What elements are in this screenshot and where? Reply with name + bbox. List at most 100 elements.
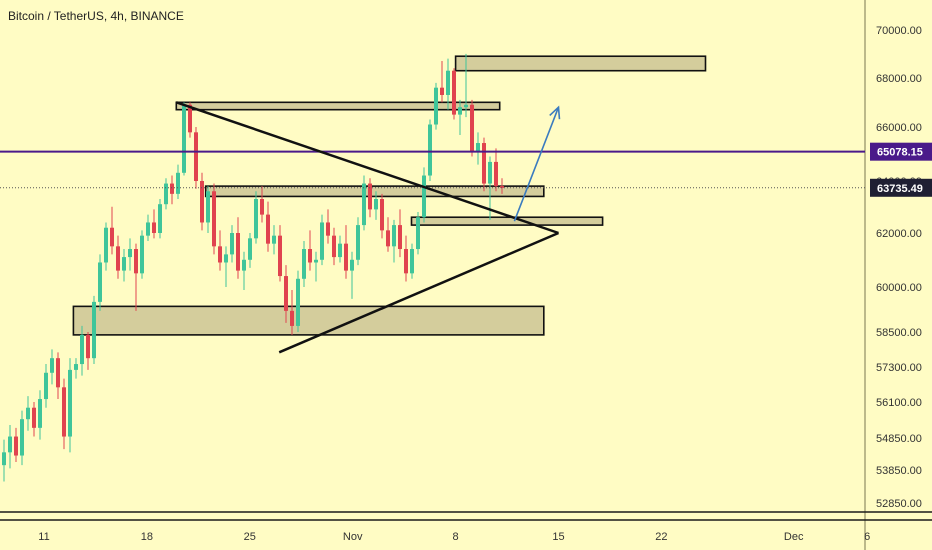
candle-body-6 bbox=[38, 399, 42, 428]
candle-body-21 bbox=[128, 249, 132, 258]
y-tick-label: 62000.00 bbox=[876, 228, 922, 240]
candle-body-16 bbox=[98, 262, 102, 302]
candle-body-47 bbox=[284, 276, 288, 311]
candle-body-63 bbox=[380, 199, 384, 231]
candle-body-3 bbox=[20, 419, 24, 456]
candle-body-48 bbox=[290, 310, 294, 326]
candle-body-70 bbox=[422, 175, 426, 218]
candle-body-27 bbox=[164, 183, 168, 205]
candle-body-19 bbox=[116, 246, 120, 271]
candle-body-54 bbox=[326, 222, 330, 236]
y-tick-label: 66000.00 bbox=[876, 122, 922, 134]
arrow-layer bbox=[513, 105, 561, 222]
candle-body-18 bbox=[110, 227, 114, 247]
horizontal-level-tag bbox=[870, 142, 932, 161]
y-tick-label: 53850.00 bbox=[876, 465, 922, 477]
y-tick-label: 70000.00 bbox=[876, 25, 922, 37]
candle-body-17 bbox=[104, 227, 108, 263]
y-tick-label: 52850.00 bbox=[876, 498, 922, 510]
candle-body-42 bbox=[254, 199, 258, 239]
candle-body-65 bbox=[392, 225, 396, 247]
candle-body-20 bbox=[122, 257, 126, 271]
candle-body-23 bbox=[140, 235, 144, 274]
chart-title: Bitcoin / TetherUS, 4h, BINANCE bbox=[8, 9, 184, 23]
candle-body-31 bbox=[188, 104, 192, 133]
candle-body-52 bbox=[314, 259, 318, 263]
candle-body-67 bbox=[404, 249, 408, 274]
candle-body-14 bbox=[86, 334, 90, 359]
candle-body-13 bbox=[80, 334, 84, 365]
candle-body-59 bbox=[356, 225, 360, 260]
candle-body-8 bbox=[50, 358, 54, 373]
zone-2[interactable] bbox=[204, 185, 545, 198]
candle-body-1 bbox=[8, 436, 12, 453]
candle-body-33 bbox=[200, 181, 204, 223]
candle-body-39 bbox=[236, 233, 240, 271]
candle-body-37 bbox=[224, 254, 228, 263]
zone-1[interactable] bbox=[175, 101, 501, 111]
candle-body-38 bbox=[230, 233, 234, 255]
trendline-0[interactable] bbox=[175, 101, 559, 235]
candle-body-73 bbox=[440, 87, 444, 95]
candle-body-25 bbox=[152, 222, 156, 233]
projection-arrow[interactable] bbox=[513, 106, 560, 222]
x-tick-label: 6 bbox=[864, 531, 870, 543]
candle-body-50 bbox=[302, 249, 306, 279]
zone-4[interactable] bbox=[72, 305, 545, 336]
y-tick-label: 68000.00 bbox=[876, 73, 922, 85]
candle-body-26 bbox=[158, 204, 162, 233]
candle-body-29 bbox=[176, 172, 180, 194]
candle-body-68 bbox=[410, 249, 414, 274]
candle-body-9 bbox=[56, 358, 60, 388]
candle-body-34 bbox=[206, 191, 210, 223]
candle-body-5 bbox=[32, 407, 36, 428]
last-price-tag-text: 63735.49 bbox=[877, 183, 923, 195]
candle-body-32 bbox=[194, 132, 198, 181]
candle-body-15 bbox=[92, 301, 96, 359]
x-tick-label: 15 bbox=[552, 531, 564, 543]
candle-body-24 bbox=[146, 222, 150, 236]
candle-body-44 bbox=[266, 214, 270, 244]
y-tick-label: 56100.00 bbox=[876, 397, 922, 409]
candle-body-55 bbox=[332, 235, 336, 258]
candle-body-7 bbox=[44, 372, 48, 400]
candle-body-4 bbox=[26, 407, 30, 420]
candle-body-35 bbox=[212, 191, 216, 247]
candle-body-46 bbox=[278, 235, 282, 277]
candle-body-28 bbox=[170, 183, 174, 194]
candle-body-22 bbox=[134, 249, 138, 274]
candle-body-43 bbox=[260, 199, 264, 215]
candle-body-60 bbox=[362, 183, 366, 226]
candle-body-79 bbox=[476, 143, 480, 152]
candle-body-82 bbox=[494, 161, 498, 187]
candle-body-49 bbox=[296, 278, 300, 326]
zone-3[interactable] bbox=[410, 216, 604, 226]
x-tick-label: 8 bbox=[453, 531, 459, 543]
candle-body-58 bbox=[350, 259, 354, 271]
candle-body-53 bbox=[320, 222, 324, 260]
candle-body-76 bbox=[458, 107, 462, 115]
candle-body-78 bbox=[470, 104, 474, 152]
candle-body-66 bbox=[398, 225, 402, 250]
x-tick-label: 22 bbox=[655, 531, 667, 543]
candle-body-51 bbox=[308, 249, 312, 263]
candle-body-41 bbox=[248, 238, 252, 260]
zone-0[interactable] bbox=[454, 55, 707, 72]
x-tick-label: 25 bbox=[244, 531, 256, 543]
y-tick-label: 54850.00 bbox=[876, 433, 922, 445]
candle-body-10 bbox=[62, 387, 66, 437]
candle-body-74 bbox=[446, 70, 450, 95]
candle-body-80 bbox=[482, 143, 486, 184]
candle-body-0 bbox=[2, 452, 6, 466]
x-tick-label: Nov bbox=[343, 531, 363, 543]
y-tick-label: 58500.00 bbox=[876, 327, 922, 339]
candle-body-81 bbox=[488, 161, 492, 184]
candle-body-56 bbox=[338, 243, 342, 258]
candle-body-64 bbox=[386, 230, 390, 247]
price-tags: 65078.15 63735.49 bbox=[870, 142, 932, 197]
candle-body-83 bbox=[500, 186, 504, 188]
candle-body-77 bbox=[464, 104, 468, 108]
trendline-1[interactable] bbox=[278, 231, 559, 354]
y-tick-label: 57300.00 bbox=[876, 362, 922, 374]
